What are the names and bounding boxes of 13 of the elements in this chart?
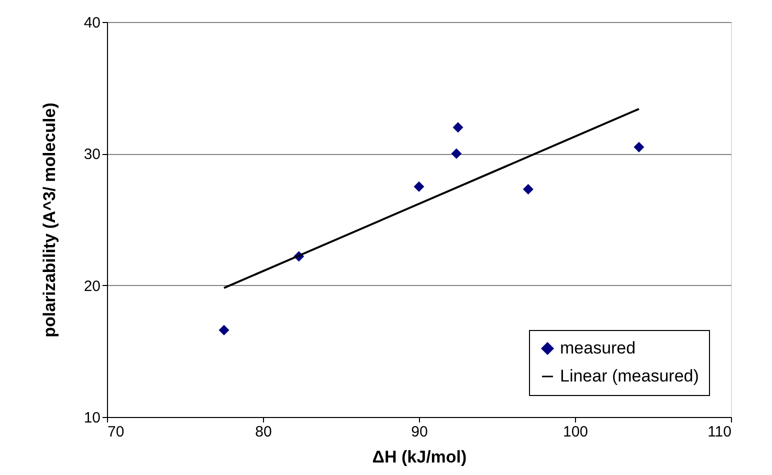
y-tick-label: 10 [84,410,100,426]
y-axis-title: polarizability (A^3/ molecule) [40,102,59,338]
x-axis-title: ΔH (kJ/mol) [372,448,467,466]
y-tick-label: 30 [84,146,100,164]
legend-label: Linear (measured) [560,366,699,386]
x-tick-label: 70 [108,424,124,440]
x-tick-label: 80 [255,424,272,440]
x-tick-label: 110 [708,424,732,440]
x-tick-label: 90 [411,424,428,440]
legend-label: measured [560,338,636,358]
y-tick-label: 20 [84,278,100,295]
y-tick-label: 40 [84,14,100,32]
x-tick-label: 100 [562,424,588,440]
